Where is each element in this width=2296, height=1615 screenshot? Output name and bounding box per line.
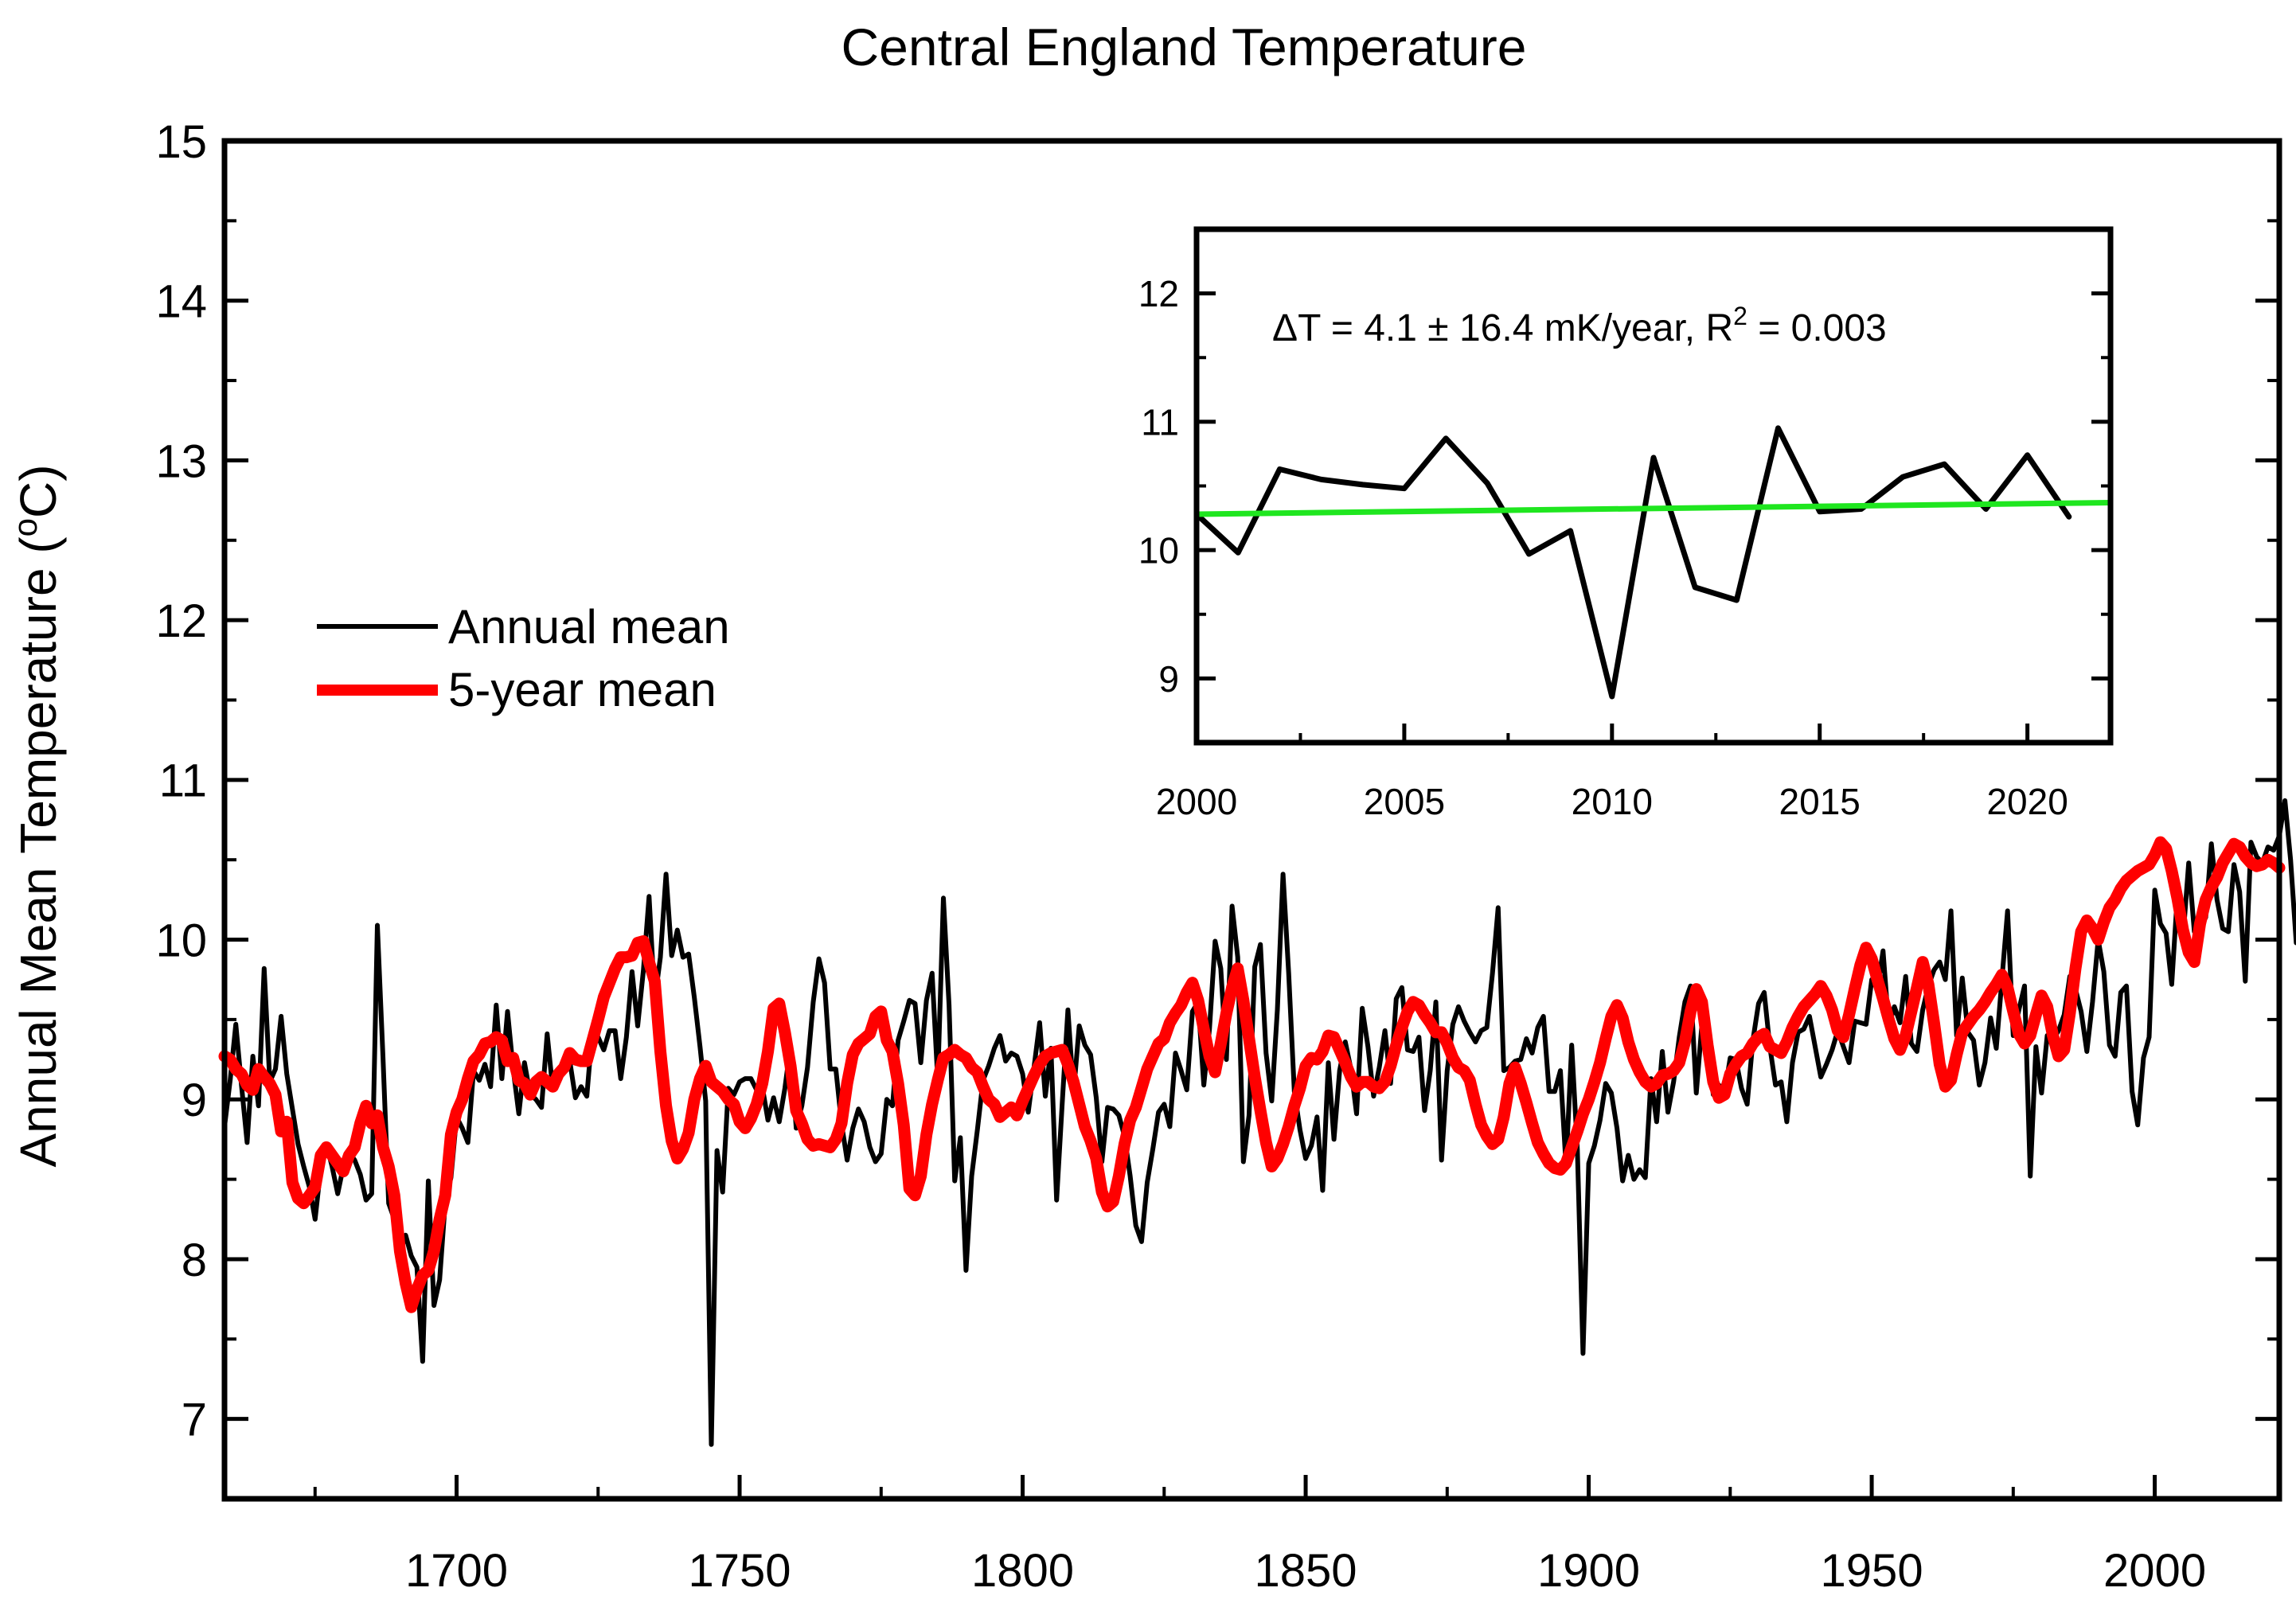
inset-frame [1193,226,2114,746]
x-tick-label: 1850 [1255,1545,1357,1597]
y-tick-label: 15 [155,116,207,168]
x-tick-label: 1900 [1537,1545,1640,1597]
y-tick-label: 14 [155,276,207,328]
y-tick-label: 8 [182,1235,207,1286]
x-tick-label: 2000 [1156,781,1237,822]
y-tick-label: 10 [1138,530,1179,571]
y-tick-label: 12 [1138,273,1179,314]
x-tick-label: 2005 [1364,781,1445,822]
main-plot-frame [221,138,2282,1502]
x-tick-label: 1700 [405,1545,508,1597]
legend-5yr-label: 5-year mean [448,663,717,716]
chart-title: Central England Temperature [841,18,1527,76]
main-plot-area [218,798,2296,1447]
y-tick-label: 9 [182,1075,207,1126]
main-x-axis: 1700 1750 1800 1850 1900 1950 2000 [313,1475,2206,1597]
x-tick-label: 1750 [689,1545,791,1597]
x-tick-label: 1800 [971,1545,1074,1597]
inset-y-axis: 9 10 11 12 [1138,228,2111,744]
y-tick-label: 11 [1141,401,1179,443]
x-tick-label: 2020 [1986,781,2068,822]
y-tick-label: 13 [155,435,207,487]
main-y-axis: 7 8 9 10 11 12 13 14 15 [155,116,2279,1500]
inset-background [1197,229,2111,743]
series-trend [1193,500,2114,517]
x-tick-label: 2000 [2103,1545,2206,1597]
y-axis-label: Annual Mean Temperature (oC) [6,464,67,1167]
legend-annual-label: Annual mean [448,600,730,653]
y-tick-label: 12 [155,595,207,647]
series-annual-mean [1193,425,2072,700]
y-tick-label: 7 [182,1395,207,1446]
x-tick-label: 1950 [1821,1545,1923,1597]
inset-x-axis: 2000 2005 2010 2015 2020 [1156,724,2068,822]
y-tick-label: 9 [1158,658,1179,700]
x-tick-label: 2010 [1572,781,1653,822]
inset-plot-area [1193,425,2114,700]
y-tick-label: 10 [155,915,207,966]
legend: Annual mean 5-year mean [317,600,730,716]
inset-annotation: ΔT = 4.1 ± 16.4 mK/year, R2 = 0.003 [1272,302,1887,349]
x-tick-label: 2015 [1779,781,1861,822]
series-5-year-mean [218,836,2286,1313]
y-tick-label: 11 [159,755,207,807]
